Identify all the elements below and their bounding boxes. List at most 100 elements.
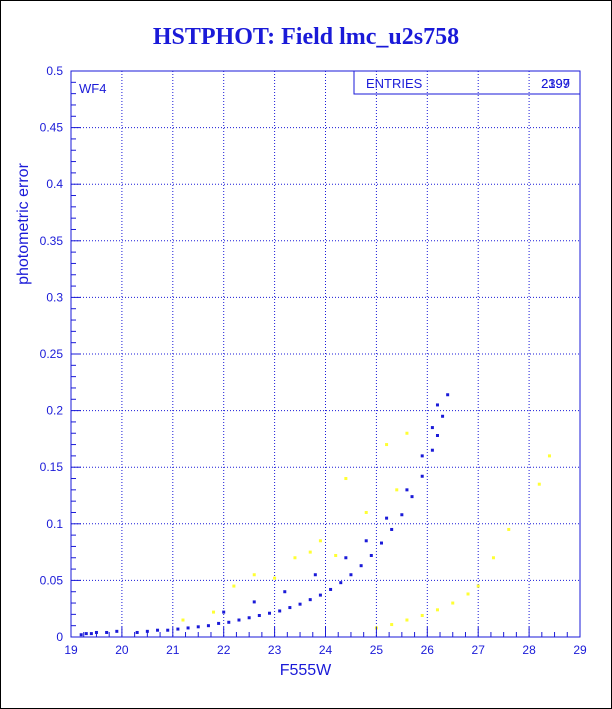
data-point <box>435 434 439 438</box>
data-point <box>451 601 455 605</box>
data-point <box>344 477 348 481</box>
data-point <box>145 629 149 633</box>
data-point <box>547 454 551 458</box>
stats-entries-value: 2199 <box>541 76 570 91</box>
data-point <box>420 474 424 478</box>
data-point <box>420 613 424 617</box>
y-tick-label: 0.2 <box>46 404 63 418</box>
y-tick-label: 0.3 <box>46 290 63 304</box>
data-point <box>115 629 119 633</box>
data-point <box>273 576 277 580</box>
data-point <box>247 616 251 620</box>
data-point <box>217 621 221 625</box>
data-point <box>298 602 302 606</box>
y-tick-label: 0 <box>56 630 63 644</box>
stats-entries-label: ENTRIES <box>366 76 423 91</box>
data-point <box>420 454 424 458</box>
x-tick-label: 25 <box>370 643 384 657</box>
data-point <box>135 630 139 634</box>
data-point <box>318 593 322 597</box>
data-point <box>339 581 343 585</box>
page-title: HSTPHOT: Field lmc_u2s758 <box>152 24 460 50</box>
data-point <box>232 584 236 588</box>
y-tick-label: 0.45 <box>40 121 64 135</box>
data-point <box>156 628 160 632</box>
data-point <box>166 628 170 632</box>
x-tick-label: 20 <box>115 643 129 657</box>
x-tick-label: 29 <box>573 643 587 657</box>
data-point <box>257 613 261 617</box>
y-tick-label: 0.5 <box>46 64 63 78</box>
data-point <box>400 513 404 517</box>
x-tick-label: 26 <box>421 643 435 657</box>
data-point <box>476 584 480 588</box>
data-point <box>237 618 241 622</box>
data-point <box>466 592 470 596</box>
data-point <box>79 633 83 637</box>
data-point <box>491 556 495 560</box>
data-point <box>313 573 317 577</box>
x-tick-label: 22 <box>217 643 231 657</box>
data-point <box>344 556 348 560</box>
data-point <box>430 426 434 430</box>
data-point <box>395 488 399 492</box>
x-tick-label: 21 <box>166 643 180 657</box>
x-axis-title: F555W <box>280 662 332 679</box>
data-point <box>84 632 88 636</box>
data-point <box>405 488 409 492</box>
axes: 19 20 21 22 23 24 25 26 27 28 29 0 0.05 0.1 0.15 0.2 0.2… <box>40 64 587 657</box>
data-point <box>329 587 333 591</box>
data-point <box>359 564 363 568</box>
data-point <box>441 414 445 418</box>
data-point <box>186 626 190 630</box>
x-tick-label: 24 <box>319 643 333 657</box>
data-point <box>435 403 439 407</box>
data-point <box>385 516 389 520</box>
x-tick-label: 28 <box>522 643 536 657</box>
secondary-points <box>181 431 551 630</box>
panel-label: WF4 <box>79 81 106 96</box>
data-point <box>364 539 368 543</box>
data-point <box>206 624 210 628</box>
y-tick-label: 0.25 <box>40 347 64 361</box>
y-tick-label: 0.1 <box>46 517 63 531</box>
primary-points <box>79 393 450 637</box>
data-point <box>181 618 185 622</box>
y-tick-label: 0.4 <box>46 177 63 191</box>
data-point <box>293 556 297 560</box>
data-point <box>405 618 409 622</box>
data-point <box>105 630 109 634</box>
data-point <box>89 632 93 636</box>
data-point <box>278 609 282 613</box>
data-point <box>410 495 414 499</box>
data-point <box>385 443 389 447</box>
data-point <box>227 620 231 624</box>
stats-box: ENTRIES 2199 2397 <box>353 70 581 95</box>
data-point <box>308 598 312 602</box>
x-tick-label: 27 <box>472 643 486 657</box>
y-axis-title: photometric error <box>15 162 32 284</box>
data-point <box>288 606 292 610</box>
data-point <box>222 610 226 614</box>
data-point <box>196 625 200 629</box>
data-point <box>446 393 450 397</box>
data-point <box>390 527 394 531</box>
data-point <box>318 539 322 543</box>
data-point <box>405 431 409 435</box>
data-point <box>176 627 180 631</box>
grid-layer <box>70 70 581 638</box>
y-tick-label: 0.15 <box>40 460 64 474</box>
data-point <box>390 623 394 627</box>
y-tick-label: 0.35 <box>40 234 64 248</box>
stats-entries-value: 2397 <box>541 76 570 91</box>
y-tick-label: 0.05 <box>40 573 64 587</box>
data-point <box>507 527 511 531</box>
data-point <box>334 553 338 557</box>
data-point <box>430 448 434 452</box>
data-point <box>252 600 256 604</box>
data-point <box>349 573 353 577</box>
x-tick-label: 19 <box>64 643 78 657</box>
data-point <box>252 573 256 577</box>
data-point <box>537 482 541 486</box>
